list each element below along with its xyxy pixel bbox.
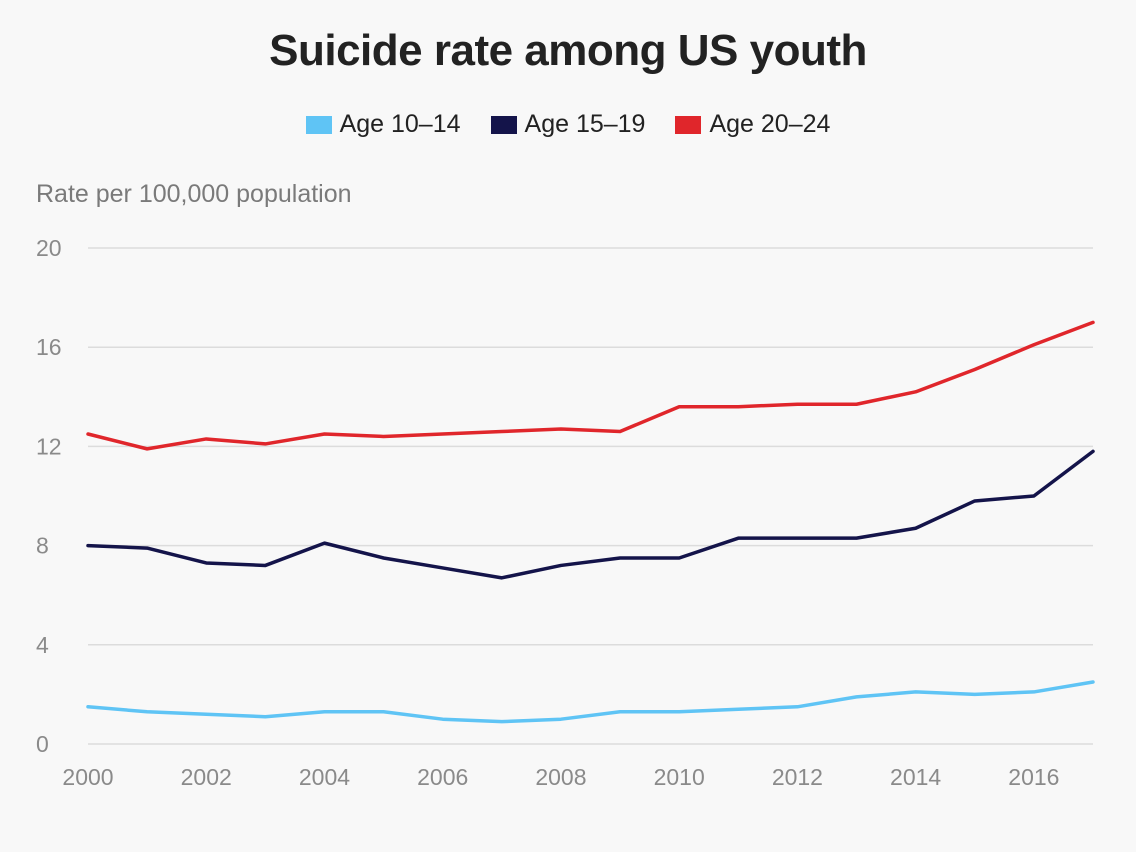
x-tick-label: 2016 [1008,764,1059,790]
chart-legend: Age 10–14 Age 15–19 Age 20–24 [0,110,1136,139]
x-tick-label: 2004 [299,764,350,790]
legend-label-age-20-24: Age 20–24 [709,110,831,138]
x-tick-label: 2014 [890,764,941,790]
x-tick-label: 2012 [772,764,823,790]
legend-label-age-15-19: Age 15–19 [524,110,646,138]
series-line-age-15-19 [86,449,1095,580]
legend-swatch-age-20-24 [675,115,702,134]
y-axis-label: Rate per 100,000 population [36,180,352,208]
y-tick-label: 4 [36,632,49,658]
legend-item-age-15-19: Age 15–19 [490,110,646,139]
x-tick-label: 2002 [181,764,232,790]
legend-swatch-age-10-14 [305,115,332,134]
y-tick-label: 0 [36,731,49,757]
legend-label-age-10-14: Age 10–14 [339,110,461,138]
y-tick-label: 20 [36,235,62,261]
x-tick-label: 2010 [654,764,705,790]
y-tick-label: 8 [36,533,49,559]
series-line-age-10-14 [86,680,1095,724]
chart-title: Suicide rate among US youth [269,26,867,75]
x-tick-label: 2008 [535,764,586,790]
y-tick-label: 12 [36,433,62,459]
y-tick-label: 16 [36,334,62,360]
x-tick-label: 2006 [417,764,468,790]
legend-item-age-20-24: Age 20–24 [675,110,830,139]
legend-item-age-10-14: Age 10–14 [305,110,461,139]
legend-swatch-age-15-19 [490,115,517,134]
x-tick-label: 2000 [62,764,113,790]
series-line-age-20-24 [86,320,1095,451]
